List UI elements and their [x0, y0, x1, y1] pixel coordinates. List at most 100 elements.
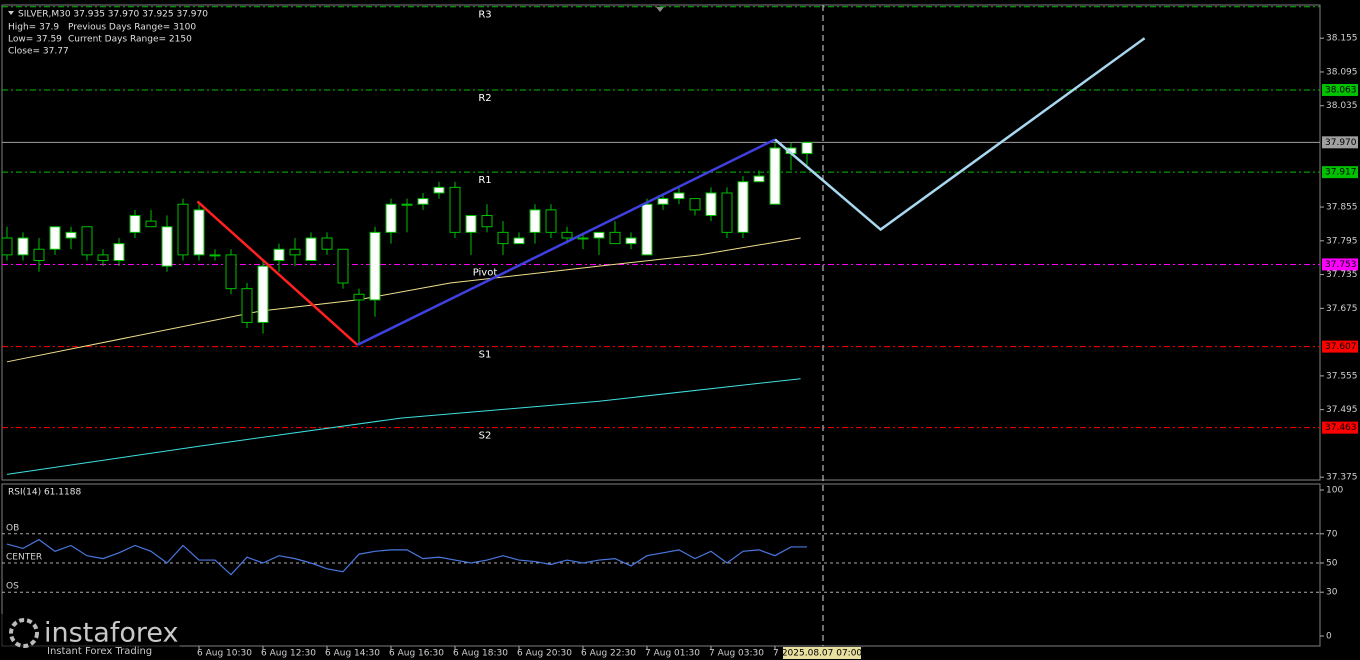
candle-body	[209, 254, 221, 257]
brand-name: instaforex	[44, 618, 178, 649]
brand-tagline: Instant Forex Trading	[47, 646, 152, 657]
y-tick-label: 38.155	[1326, 34, 1358, 44]
pivot-level-name: R3	[478, 10, 491, 21]
pivot-level-name: S1	[479, 350, 492, 361]
candle-body	[417, 198, 429, 205]
candle-body	[257, 265, 269, 323]
x-tick-label: 6 Aug 10:30	[197, 649, 252, 659]
candle-body	[17, 237, 29, 256]
candle-body	[161, 226, 173, 267]
rsi-level-name: OB	[6, 523, 19, 533]
info-low: Low= 37.59	[8, 35, 62, 45]
x-tick-label: 7	[773, 649, 779, 659]
candle-body	[545, 209, 557, 233]
rsi-level-name: CENTER	[6, 553, 42, 563]
candle-body	[769, 147, 781, 205]
candle-body	[81, 226, 93, 256]
trendline	[774, 37, 1146, 232]
candle-body	[289, 248, 301, 256]
collapse-icon	[8, 11, 14, 15]
candle-body	[593, 231, 605, 239]
x-tick-label: 6 Aug 18:30	[453, 649, 508, 659]
y-tick-label: 37.735	[1326, 270, 1358, 280]
trendline	[196, 200, 359, 346]
candle-body	[273, 248, 285, 262]
rsi-line	[6, 538, 807, 576]
logo: instaforex Instant Forex Trading	[0, 614, 180, 660]
candle-body	[225, 254, 237, 290]
price-marker	[1322, 136, 1358, 149]
price-marker-label: 37.970	[1325, 138, 1357, 148]
candle-body	[609, 231, 621, 245]
x-tick-label: 6 Aug 12:30	[261, 649, 316, 659]
candle-body	[65, 231, 77, 239]
y-tick-label: 37.855	[1326, 203, 1358, 213]
price-marker-label: 37.607	[1325, 342, 1357, 352]
candle-body	[1, 237, 13, 256]
pivot-level-name: R1	[478, 175, 491, 186]
info-high: High= 37.9	[8, 23, 59, 33]
candle-body	[33, 248, 45, 262]
rsi-title: RSI(14) 61.1188	[8, 488, 81, 498]
candle-body	[385, 203, 397, 233]
candle-body	[465, 214, 477, 233]
candle-body	[369, 231, 381, 301]
candle-body	[481, 214, 493, 228]
candle-body	[193, 209, 205, 256]
rsi-y-tick-label: 30	[1326, 588, 1338, 598]
y-tick-label: 37.375	[1326, 473, 1358, 483]
x-tick-label: 7 Aug 03:30	[709, 649, 764, 659]
candle-body	[497, 231, 509, 245]
pivot-level-name: Pivot	[473, 267, 498, 278]
candle-body	[721, 192, 733, 233]
candle-body	[337, 248, 349, 284]
candle-body	[177, 203, 189, 256]
pivot-level-name: R2	[478, 93, 491, 104]
candle-body	[641, 203, 653, 256]
rsi-panel	[1, 483, 1321, 647]
info-prev-range: Previous Days Range= 3100	[68, 23, 196, 33]
candle-body	[241, 288, 253, 323]
candle-body	[737, 181, 749, 233]
candle-body	[433, 186, 445, 194]
price-marker-label: 37.917	[1325, 168, 1357, 178]
cursor-label: 2025.08.07 07:00	[782, 649, 863, 659]
rsi-level-name: OS	[6, 582, 19, 592]
candle-body	[113, 243, 125, 262]
candle-body	[689, 198, 701, 211]
info-cur-range: Current Days Range= 2150	[68, 35, 192, 45]
x-tick-label: 7 Aug 01:30	[645, 649, 700, 659]
candle-body	[657, 198, 669, 205]
candle-body	[145, 220, 157, 228]
rsi-y-tick-label: 100	[1326, 486, 1343, 496]
trendline	[356, 138, 776, 347]
candle-body	[401, 203, 413, 206]
price-marker	[1322, 258, 1358, 271]
rsi-y-tick-label: 0	[1326, 632, 1332, 642]
price-marker-label: 38.063	[1325, 85, 1357, 95]
price-marker	[1322, 421, 1358, 434]
y-tick-label: 38.035	[1326, 101, 1358, 111]
y-tick-label: 37.495	[1326, 405, 1358, 415]
moving-average	[6, 378, 801, 475]
candle-body	[801, 141, 813, 155]
y-tick-label: 37.795	[1326, 236, 1358, 246]
y-tick-label: 37.675	[1326, 304, 1358, 314]
candle-body	[529, 209, 541, 233]
price-marker	[1322, 340, 1358, 353]
x-tick-label: 6 Aug 20:30	[517, 649, 572, 659]
candle-body	[577, 237, 589, 240]
candle-body	[49, 226, 61, 250]
cursor-label-bg	[783, 647, 861, 659]
price-marker-label: 37.753	[1325, 260, 1357, 270]
candle-body	[705, 192, 717, 216]
candle-body	[673, 192, 685, 200]
candle-body	[561, 231, 573, 239]
chart-title: SILVER,M30 37.935 37.970 37.925 37.970	[18, 10, 208, 20]
x-tick-label: 6 Aug 14:30	[325, 649, 380, 659]
x-tick-label: 6 Aug 16:30	[389, 649, 444, 659]
candle-body	[753, 175, 765, 183]
rsi-y-tick-label: 70	[1326, 529, 1338, 539]
candle-body	[305, 237, 317, 262]
price-marker-label: 37.463	[1325, 423, 1357, 433]
